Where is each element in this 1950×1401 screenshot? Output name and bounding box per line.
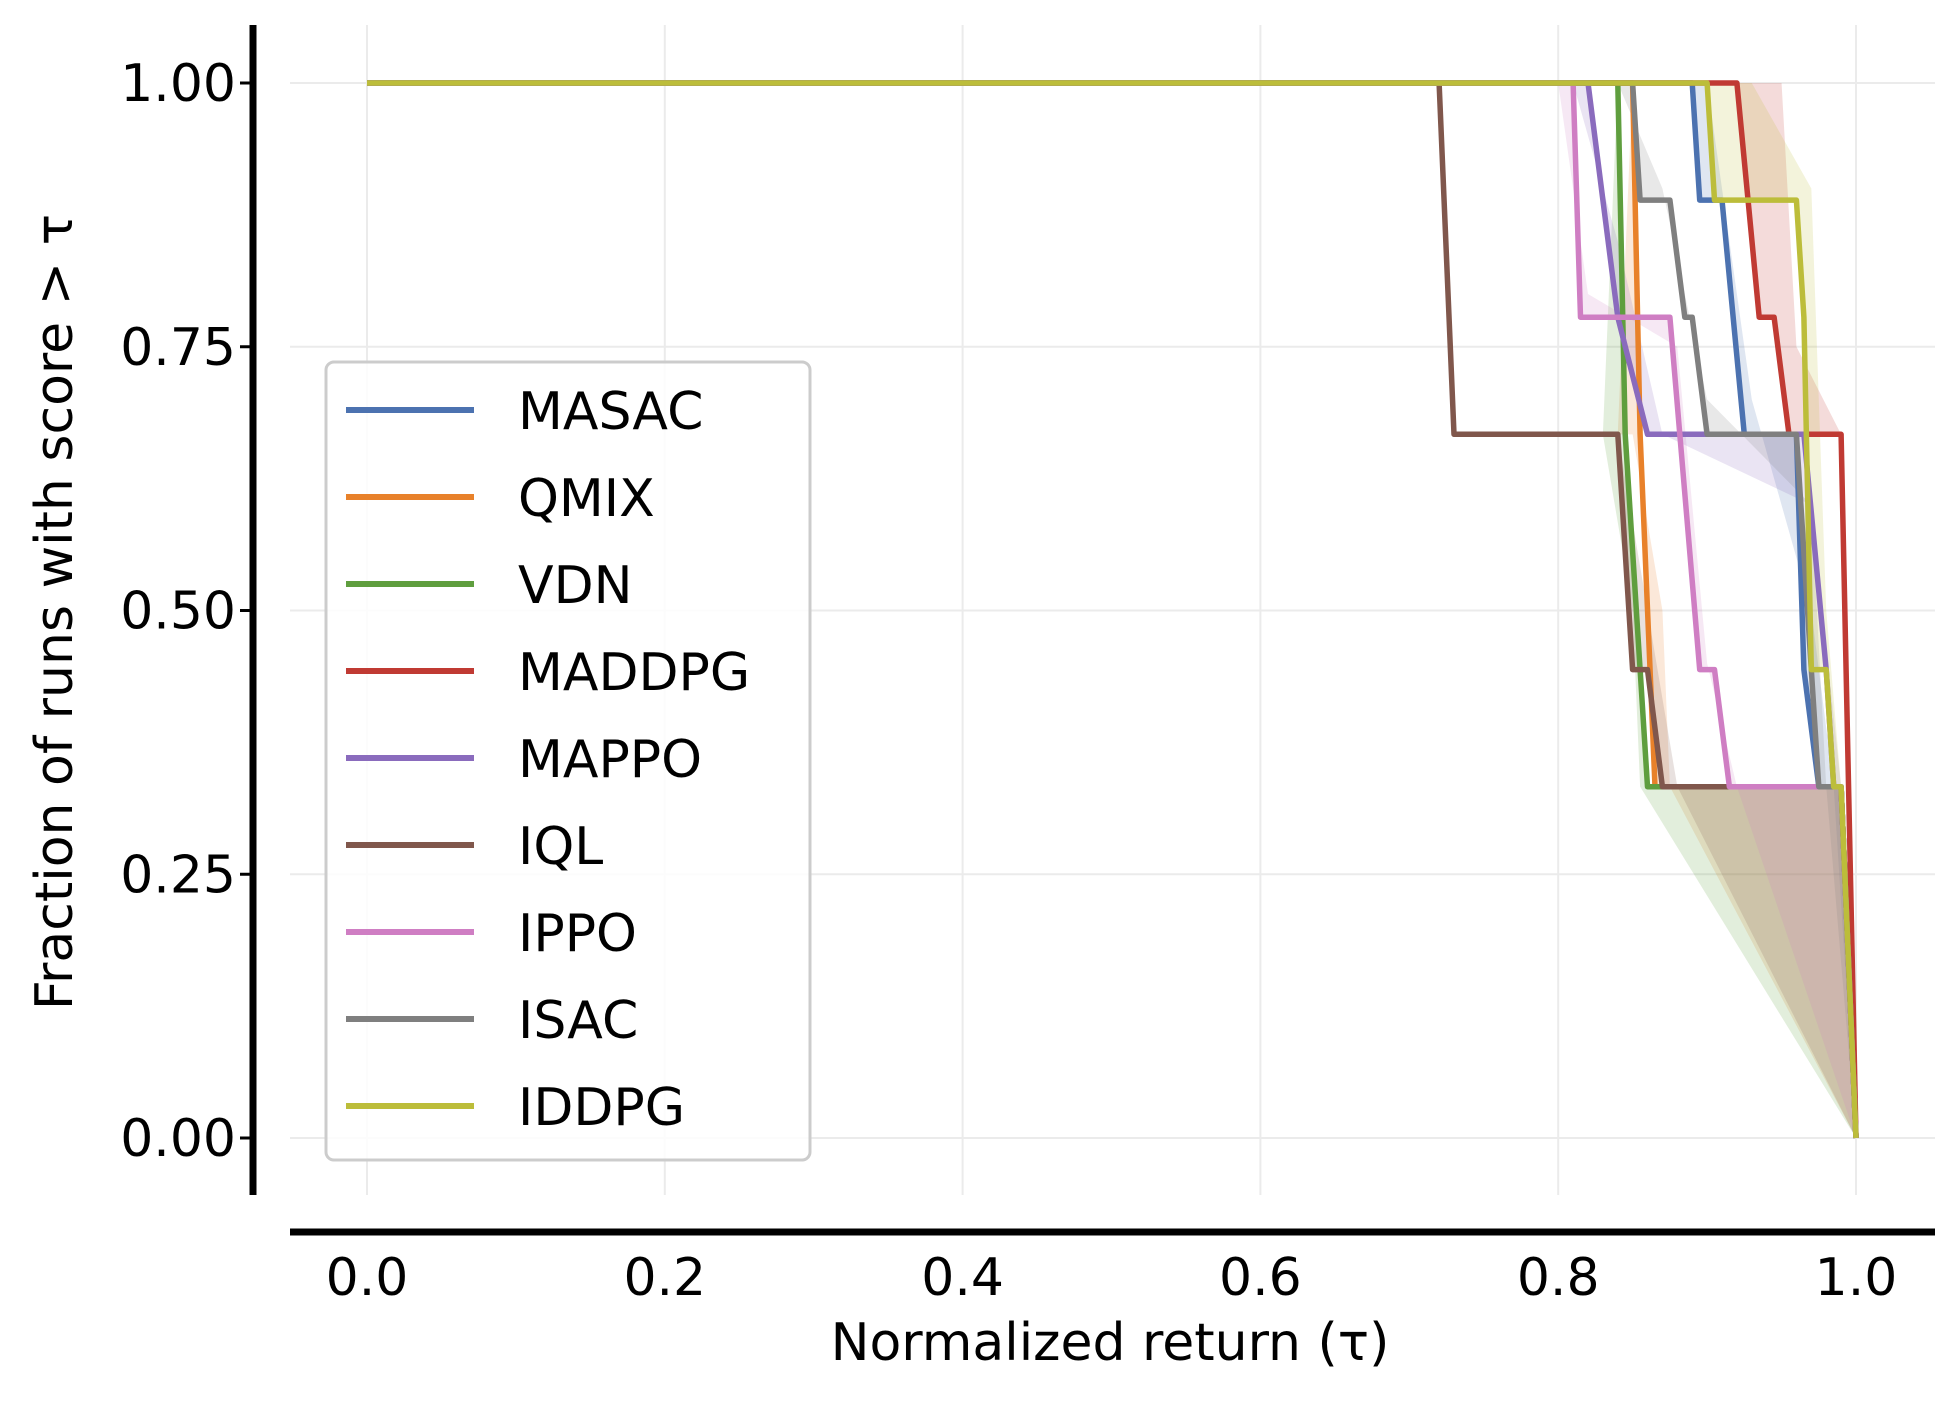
legend-box xyxy=(324,360,812,1162)
legend-label-masac: MASAC xyxy=(518,382,703,442)
legend-label-ippo: IPPO xyxy=(518,904,637,964)
legend-label-iql: IQL xyxy=(518,817,603,877)
band-iql xyxy=(1617,434,1856,1138)
legend-label-iddpg: IDDPG xyxy=(518,1078,685,1138)
band-ippo xyxy=(1558,83,1856,1138)
legend-label-qmix: QMIX xyxy=(518,469,655,529)
y-axis-label: Fraction of runs with score > τ xyxy=(25,214,85,1010)
legend-label-mappo: MAPPO xyxy=(518,730,702,790)
x-tick-label: 0.2 xyxy=(623,1248,706,1308)
series-line-isac xyxy=(367,80,1859,1139)
band-iddpg xyxy=(1692,83,1856,1138)
y-tick-label: 0.75 xyxy=(120,318,236,378)
y-tick-label: 1.00 xyxy=(120,54,236,114)
legend-label-vdn: VDN xyxy=(518,556,633,616)
band-qmix xyxy=(1617,83,1856,1138)
x-tick-label: 1.0 xyxy=(1815,1248,1898,1308)
legend: MASAC QMIX VDN MADDPG MAPPO IQL IPPO ISAC IDDPG xyxy=(324,360,812,1162)
series-line-iddpg xyxy=(367,80,1859,1139)
x-tick-label: 0.6 xyxy=(1219,1248,1302,1308)
series-line-ippo xyxy=(367,80,1859,1139)
x-axis-label: Normalized return (τ) xyxy=(831,1313,1390,1373)
legend-label-maddpg: MADDPG xyxy=(518,643,750,703)
x-axis-ticks: 0.0 0.2 0.4 0.6 0.8 1.0 xyxy=(326,1248,1898,1308)
y-tick-label: 0.25 xyxy=(120,845,236,905)
band-vdn xyxy=(1602,83,1856,1138)
series-lines xyxy=(367,80,1859,1139)
y-tick-label: 0.00 xyxy=(120,1109,236,1169)
x-tick-label: 0.4 xyxy=(921,1248,1004,1308)
legend-label-isac: ISAC xyxy=(518,991,638,1051)
series-line-maddpg xyxy=(367,80,1859,1139)
y-axis-ticks: 0.00 0.25 0.50 0.75 1.00 xyxy=(120,54,253,1169)
y-tick-label: 0.50 xyxy=(120,582,236,642)
x-tick-label: 0.0 xyxy=(326,1248,409,1308)
band-maddpg xyxy=(1707,83,1856,1138)
x-tick-label: 0.8 xyxy=(1517,1248,1600,1308)
